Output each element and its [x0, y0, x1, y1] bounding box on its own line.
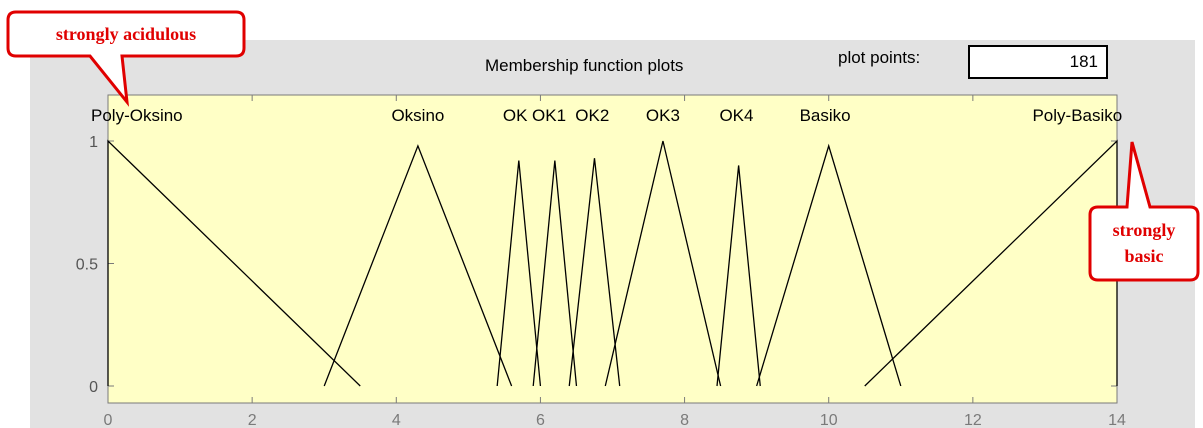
chart-title: Membership function plots: [485, 56, 684, 75]
series-layer: [107, 139, 1118, 387]
mf-line-basiko: [756, 143, 902, 387]
callout-right-text-line2: basic: [1124, 246, 1163, 266]
mf-line-poly-oksino: [107, 139, 361, 387]
mf-label-ok2: OK2: [575, 106, 609, 125]
x-tick-label: 10: [820, 412, 838, 428]
mf-label-ok: OK: [503, 106, 528, 125]
mf-line-ok2: [568, 158, 621, 387]
mf-line-poly-basiko: [864, 139, 1118, 387]
mf-label-basiko: Basiko: [800, 106, 851, 125]
callout-right-text-line1: strongly: [1113, 220, 1176, 240]
plot-points-label: plot points:: [838, 48, 921, 67]
mf-line-ok: [496, 160, 542, 387]
mf-line-ok3: [604, 140, 722, 387]
x-tick-label: 8: [680, 412, 689, 428]
callout-left: strongly acidulous: [6, 10, 246, 107]
x-tick-label: 0: [104, 412, 113, 428]
axis-ticks: 0 2 4 6 8 10 12 14 0 0.5 1: [76, 95, 1126, 428]
mf-line-ok4: [716, 165, 761, 387]
mf-label-ok1: OK1: [532, 106, 566, 125]
x-tick-label: 2: [248, 412, 257, 428]
x-tick-label: 14: [1108, 412, 1126, 428]
mf-label-poly-oksino: Poly-Oksino: [91, 106, 183, 125]
callout-right: strongly basic: [1088, 141, 1200, 282]
mf-line-ok1: [532, 160, 578, 387]
mf-label-poly-basiko: Poly-Basiko: [1032, 106, 1122, 125]
x-tick-label: 4: [392, 412, 401, 428]
x-tick-label: 6: [536, 412, 545, 428]
plot-points-input[interactable]: [968, 45, 1108, 79]
plot-area: [107, 94, 1118, 404]
mf-label-ok3: OK3: [646, 106, 680, 125]
mf-labels: Poly-Oksino Oksino OK OK1 OK2 OK3 OK4 Basiko Pol…: [91, 106, 1122, 125]
mf-label-oksino: Oksino: [391, 106, 444, 125]
y-tick-label: 0: [89, 379, 98, 396]
mf-line-oksino: [323, 144, 513, 387]
mf-label-ok4: OK4: [719, 106, 753, 125]
y-tick-label: 0.5: [76, 257, 98, 274]
x-tick-label: 12: [964, 412, 982, 428]
y-tick-label: 1: [89, 134, 98, 151]
callout-left-text: strongly acidulous: [56, 24, 196, 44]
